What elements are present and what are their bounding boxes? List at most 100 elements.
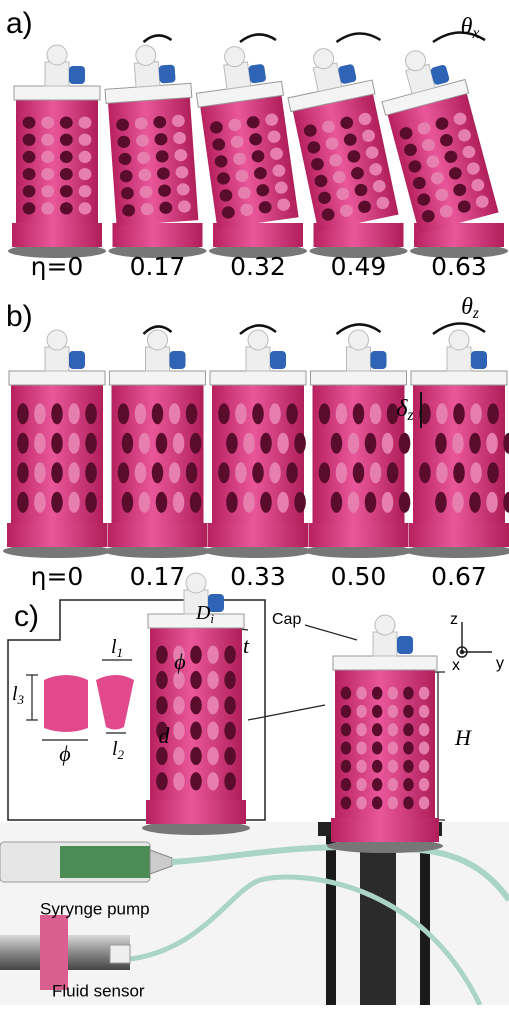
dim-di-subscript: i xyxy=(210,611,214,626)
frame-label: 0.33 xyxy=(230,562,286,591)
hole xyxy=(341,687,351,700)
hole xyxy=(453,462,465,483)
cap-valve xyxy=(159,64,176,83)
hole xyxy=(356,741,366,754)
hole xyxy=(452,433,464,454)
hole xyxy=(382,433,394,454)
panel-label: b) xyxy=(6,300,33,333)
hole xyxy=(294,492,306,513)
hole xyxy=(260,433,272,454)
axis-z: z xyxy=(450,611,458,628)
hole xyxy=(470,462,482,483)
hole xyxy=(399,492,411,513)
rotation-label-subscript: z xyxy=(472,305,479,322)
hole xyxy=(353,462,365,483)
cap-valve xyxy=(170,351,186,369)
hole xyxy=(452,492,464,513)
cap-valve xyxy=(397,636,413,654)
rotation-arrow xyxy=(144,35,172,42)
cap-valve xyxy=(371,351,387,369)
base-ring xyxy=(409,523,509,547)
panel-label: c) xyxy=(14,600,39,633)
hole xyxy=(207,722,219,740)
hole xyxy=(486,433,498,454)
hole xyxy=(388,687,398,700)
rotation-label-subscript: x xyxy=(471,25,479,42)
hole xyxy=(122,492,134,513)
dim-d: d xyxy=(159,723,171,748)
hole xyxy=(68,492,80,513)
dim-phi-piece: ϕ xyxy=(59,741,70,766)
hole xyxy=(169,462,181,483)
hole xyxy=(34,462,46,483)
hole xyxy=(403,778,413,791)
hole xyxy=(469,492,481,513)
hole xyxy=(190,671,202,689)
frame-label: 0.67 xyxy=(431,562,487,591)
hole xyxy=(60,202,73,214)
hole xyxy=(331,492,343,513)
hole xyxy=(190,722,202,740)
cap-knob xyxy=(47,330,67,350)
frame-label: 0.17 xyxy=(130,562,186,591)
hole xyxy=(453,403,465,424)
dial xyxy=(210,371,306,385)
hole xyxy=(372,687,382,700)
hole xyxy=(224,696,236,714)
hole xyxy=(224,671,236,689)
actuator-photo xyxy=(3,330,111,558)
axes-triad xyxy=(457,622,492,657)
hole xyxy=(17,462,29,483)
hole xyxy=(388,760,398,773)
syringe-label: Syrynge pump xyxy=(40,899,150,918)
hole xyxy=(372,723,382,736)
dim-l2: l2 xyxy=(112,738,125,762)
hole xyxy=(118,462,130,483)
page: {"panels":[ {"label":"a)","rotation":{"s… xyxy=(0,0,509,1005)
hole xyxy=(23,134,36,146)
hole xyxy=(186,403,198,424)
hole xyxy=(85,403,97,424)
hole xyxy=(207,671,219,689)
rotation-label: θz xyxy=(461,294,479,322)
cap-valve xyxy=(270,351,286,369)
hole xyxy=(169,403,181,424)
hole xyxy=(365,492,377,513)
hole xyxy=(269,462,281,483)
hole xyxy=(23,202,36,214)
hole xyxy=(186,462,198,483)
hole xyxy=(403,687,413,700)
hole xyxy=(331,433,343,454)
hole xyxy=(190,492,202,513)
hole xyxy=(277,433,289,454)
hole xyxy=(370,403,382,424)
hole xyxy=(34,433,46,454)
hole xyxy=(156,671,168,689)
dial xyxy=(110,371,206,385)
base-ring xyxy=(113,223,203,247)
hole xyxy=(243,492,255,513)
actuator-photo xyxy=(327,615,443,853)
hole xyxy=(372,741,382,754)
hole xyxy=(207,747,219,765)
hole xyxy=(336,403,348,424)
dim-phi-hole: ϕ xyxy=(174,649,185,674)
hole xyxy=(85,433,97,454)
dim-l1: l1 xyxy=(111,636,123,660)
height-label: H xyxy=(454,725,472,750)
hole xyxy=(68,403,80,424)
hole xyxy=(41,134,54,146)
hole xyxy=(139,492,151,513)
cap-stem xyxy=(246,347,270,371)
dim-t: t xyxy=(243,633,250,658)
hole xyxy=(419,687,429,700)
dial xyxy=(333,656,437,670)
hole xyxy=(403,741,413,754)
hole xyxy=(218,462,230,483)
frame-label: 0.49 xyxy=(331,252,387,281)
hole xyxy=(388,778,398,791)
hole xyxy=(243,433,255,454)
displacement-label: δz xyxy=(396,396,413,424)
actuator-photo xyxy=(305,330,413,558)
hole xyxy=(387,462,399,483)
